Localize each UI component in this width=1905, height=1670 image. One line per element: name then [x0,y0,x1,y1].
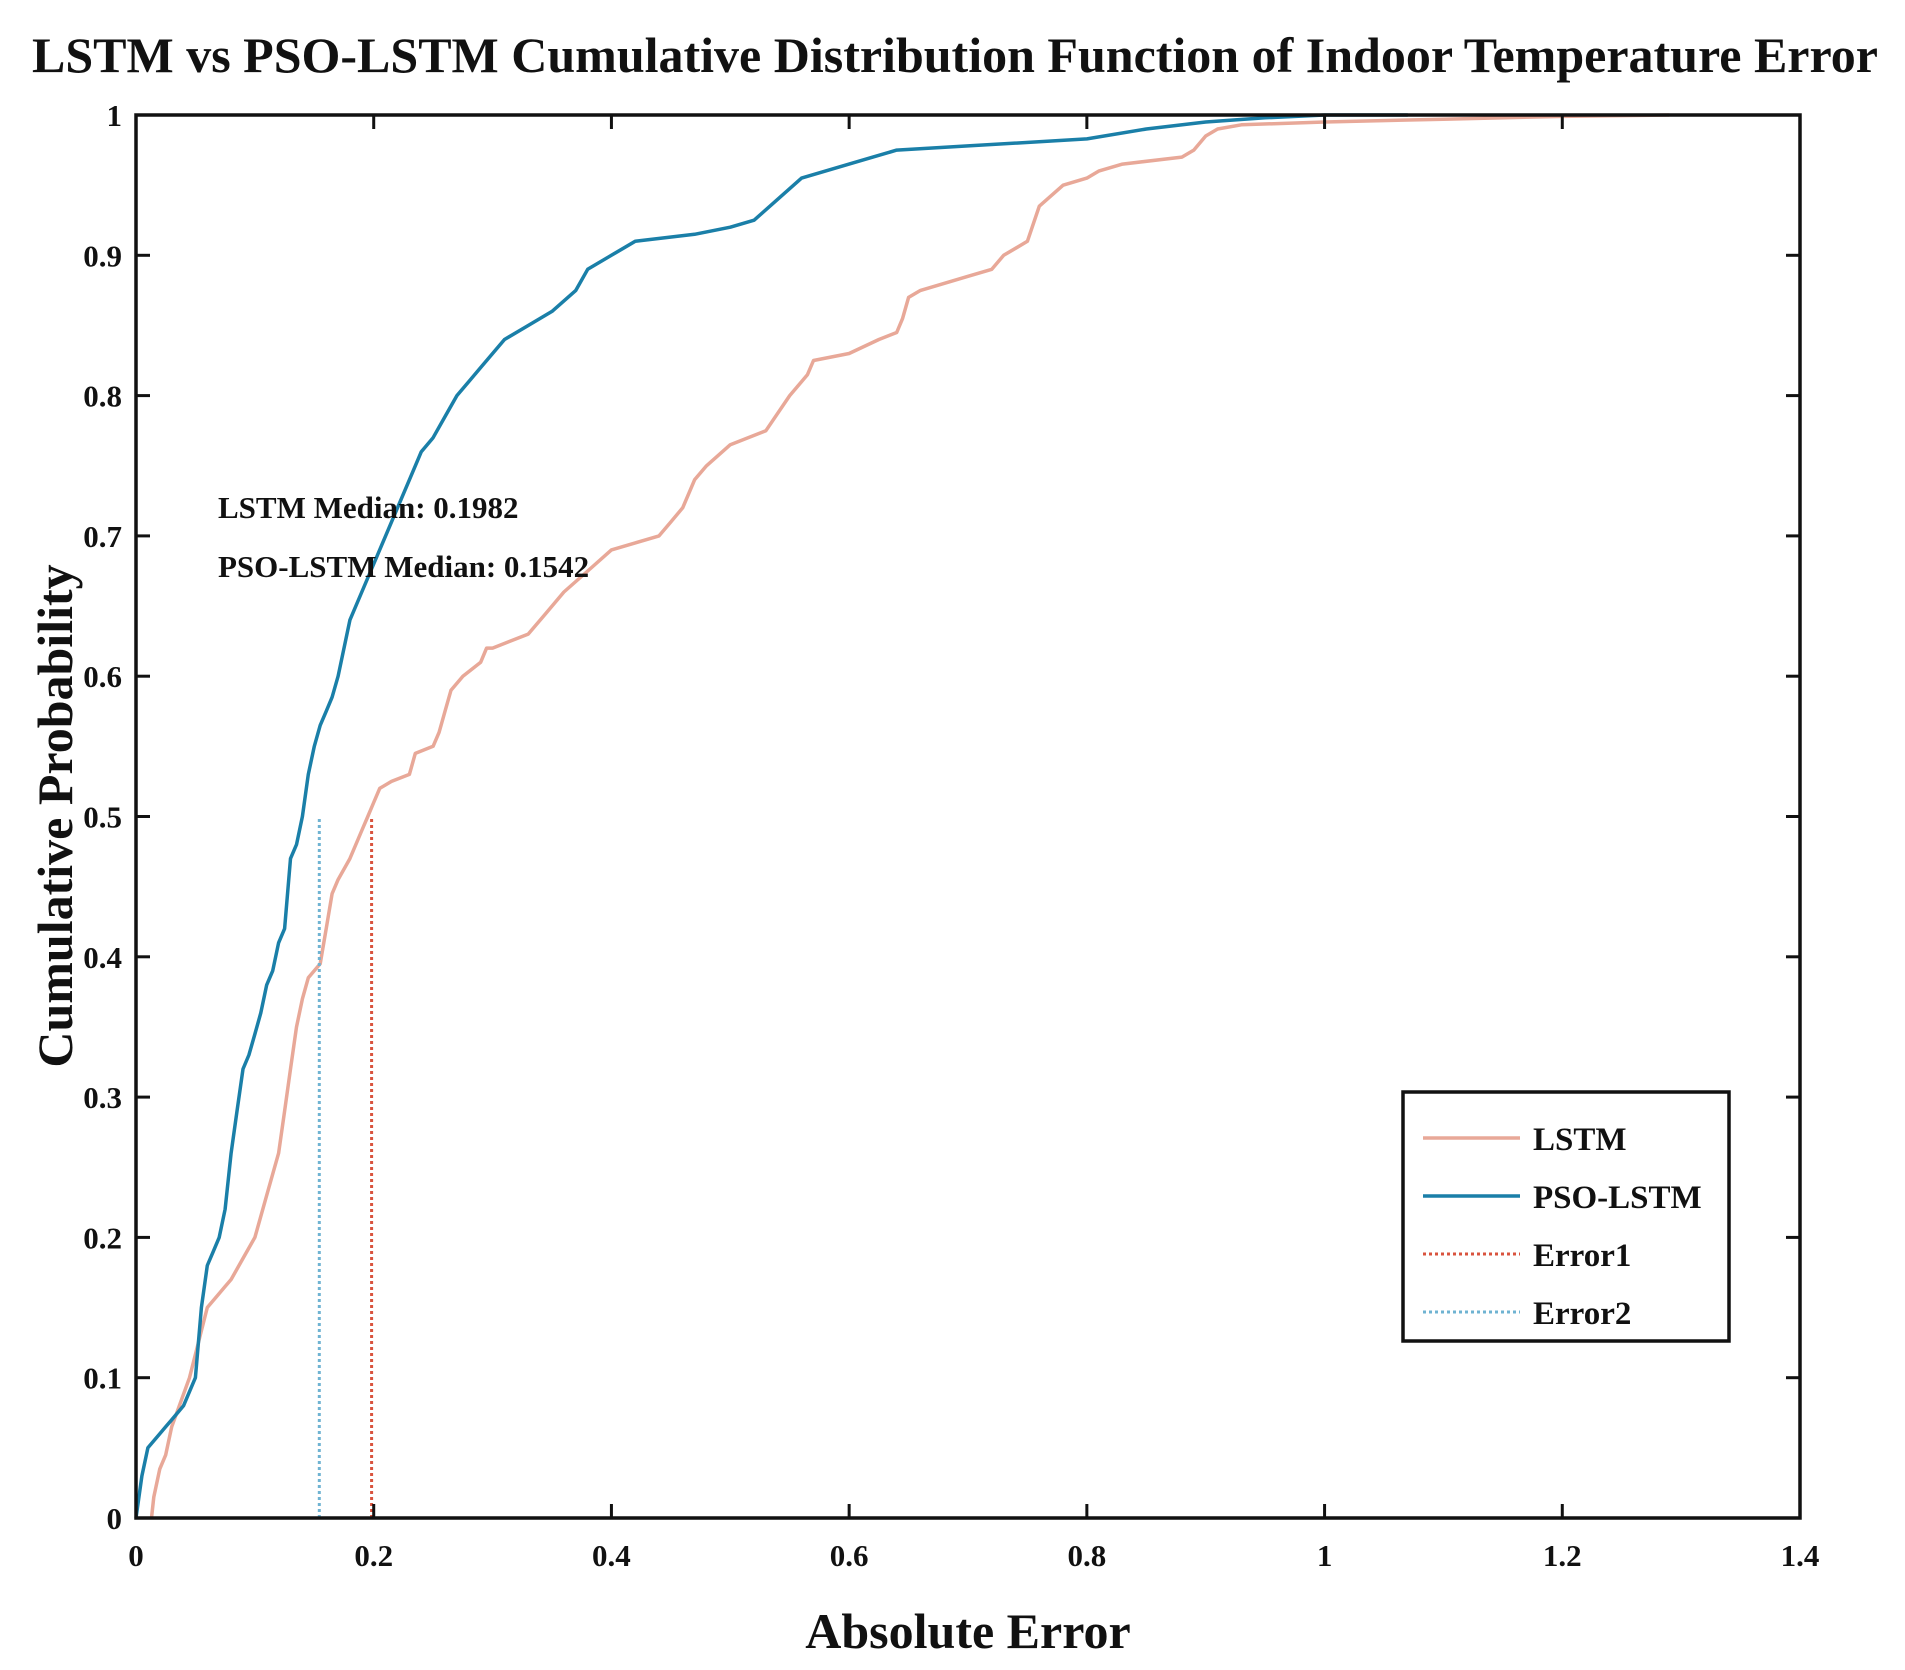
y-tick-label: 0.5 [83,800,122,835]
x-tick-label: 0.4 [592,1538,631,1573]
x-tick-label: 0.8 [1067,1538,1106,1573]
y-tick-label: 0.3 [83,1080,122,1115]
legend-label-lstm: LSTM [1533,1122,1627,1158]
series-line-pso-lstm [134,113,1408,1519]
chart-title: LSTM vs PSO-LSTM Cumulative Distribution… [32,27,1878,83]
y-tick-label: 0.1 [83,1361,122,1396]
y-tick-label: 0.7 [83,519,122,554]
legend-label-pso-lstm: PSO-LSTM [1533,1180,1702,1216]
y-tick-label: 0.9 [83,238,122,273]
x-tick-label: 0.2 [354,1538,393,1573]
y-tick-label: 1 [107,98,123,133]
pso-lstm-median-annotation: PSO-LSTM Median: 0.1542 [218,549,589,584]
x-tick-label: 1.2 [1543,1538,1582,1573]
legend-label-error2: Error2 [1533,1296,1631,1332]
legend-label-error1: Error1 [1533,1238,1631,1274]
x-tick-label: 0.6 [830,1538,869,1573]
y-tick-label: 0.4 [83,940,122,975]
y-tick-label: 0.6 [83,659,122,694]
x-axis-label: Absolute Error [805,1603,1130,1659]
lstm-median-annotation: LSTM Median: 0.1982 [218,490,519,525]
y-tick-label: 0 [107,1501,123,1536]
x-tick-label: 1.4 [1781,1538,1820,1573]
ticks-layer: 0 0.2 0.4 0.6 0.8 1 1.2 1.4 0 0.1 0.2 0.3 0.4 0.5 0.6 0… [83,98,1819,1573]
series-line-lstm [149,113,1670,1519]
legend: LSTM PSO-LSTM Error1 Error2 [1401,1090,1731,1343]
legend-box [1401,1090,1731,1343]
y-tick-label: 0.8 [83,379,122,414]
y-tick-label: 0.2 [83,1220,122,1255]
y-axis-label: Cumulative Probability [27,564,83,1067]
x-tick-label: 1 [1317,1538,1333,1573]
series-layer [134,113,1670,1519]
x-tick-label: 0 [128,1538,144,1573]
